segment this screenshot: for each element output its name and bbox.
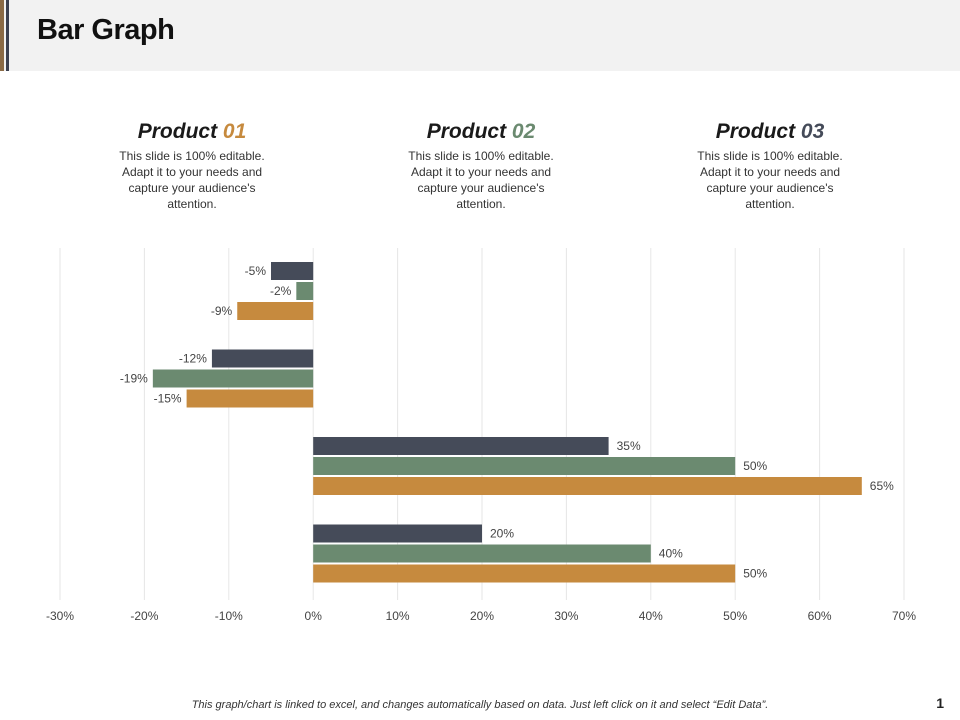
bar-data-label: 20% — [490, 527, 514, 541]
header-bar: Bar Graph — [0, 0, 960, 71]
bar[interactable] — [296, 282, 314, 300]
bar[interactable] — [313, 544, 651, 563]
x-tick-label: 60% — [808, 609, 832, 623]
bar-data-label: -12% — [179, 352, 207, 366]
bar-data-label: -9% — [211, 304, 233, 318]
product-02-number: 02 — [511, 120, 536, 143]
header-accent-stripe-dark — [6, 0, 9, 71]
bar-data-label: 35% — [617, 439, 641, 453]
bar[interactable] — [313, 524, 482, 543]
footer-note: This graph/chart is linked to excel, and… — [191, 699, 769, 711]
product-02-heading: Product 02 — [381, 120, 581, 144]
x-tick-label: 70% — [892, 609, 916, 623]
x-tick-label: 10% — [386, 609, 410, 623]
bar-data-label: 50% — [743, 567, 767, 581]
product-01-block: Product 01 This slide is 100% editable. … — [92, 120, 292, 212]
bar[interactable] — [271, 262, 314, 280]
bar[interactable] — [211, 349, 314, 368]
x-tick-label: -20% — [130, 609, 158, 623]
bar[interactable] — [313, 564, 736, 583]
product-01-heading: Product 01 — [92, 120, 292, 144]
product-03-description: This slide is 100% editable. Adapt it to… — [697, 149, 843, 211]
product-01-description: This slide is 100% editable. Adapt it to… — [119, 149, 265, 211]
product-03-name: Product — [715, 120, 801, 143]
bar-data-label: -2% — [270, 284, 292, 298]
x-tick-label: 20% — [470, 609, 494, 623]
product-01-name: Product — [137, 120, 223, 143]
bar-data-label: 50% — [743, 459, 767, 473]
page-title: Bar Graph — [37, 14, 175, 46]
bar-data-label: 40% — [659, 547, 683, 561]
bar-data-label: -15% — [154, 392, 182, 406]
bar[interactable] — [313, 477, 862, 495]
x-tick-label: -10% — [215, 609, 243, 623]
x-tick-label: 30% — [554, 609, 578, 623]
product-02-name: Product — [426, 120, 512, 143]
bar-chart[interactable]: -30% -20% -10% 0% 10% 20% 30% 40% 50% 60% 70% -5%-2… — [0, 240, 960, 640]
bar[interactable] — [152, 369, 314, 388]
page-number: 1 — [936, 695, 944, 711]
bar-data-label: -19% — [120, 372, 148, 386]
product-02-description: This slide is 100% editable. Adapt it to… — [408, 149, 554, 211]
x-tick-label: 50% — [723, 609, 747, 623]
product-03-block: Product 03 This slide is 100% editable. … — [670, 120, 870, 212]
bar[interactable] — [313, 457, 736, 475]
bar[interactable] — [186, 389, 314, 408]
x-tick-label: 0% — [305, 609, 323, 623]
bar-data-label: -5% — [245, 264, 267, 278]
product-03-heading: Product 03 — [670, 120, 870, 144]
x-tick-label: 40% — [639, 609, 663, 623]
bar[interactable] — [237, 302, 314, 320]
x-tick-label: -30% — [46, 609, 74, 623]
product-01-number: 01 — [222, 120, 247, 143]
bar[interactable] — [313, 437, 609, 455]
product-02-block: Product 02 This slide is 100% editable. … — [381, 120, 581, 212]
product-03-number: 03 — [800, 120, 825, 143]
header-accent-stripe-brown — [0, 0, 4, 71]
bar-data-label: 65% — [870, 479, 894, 493]
